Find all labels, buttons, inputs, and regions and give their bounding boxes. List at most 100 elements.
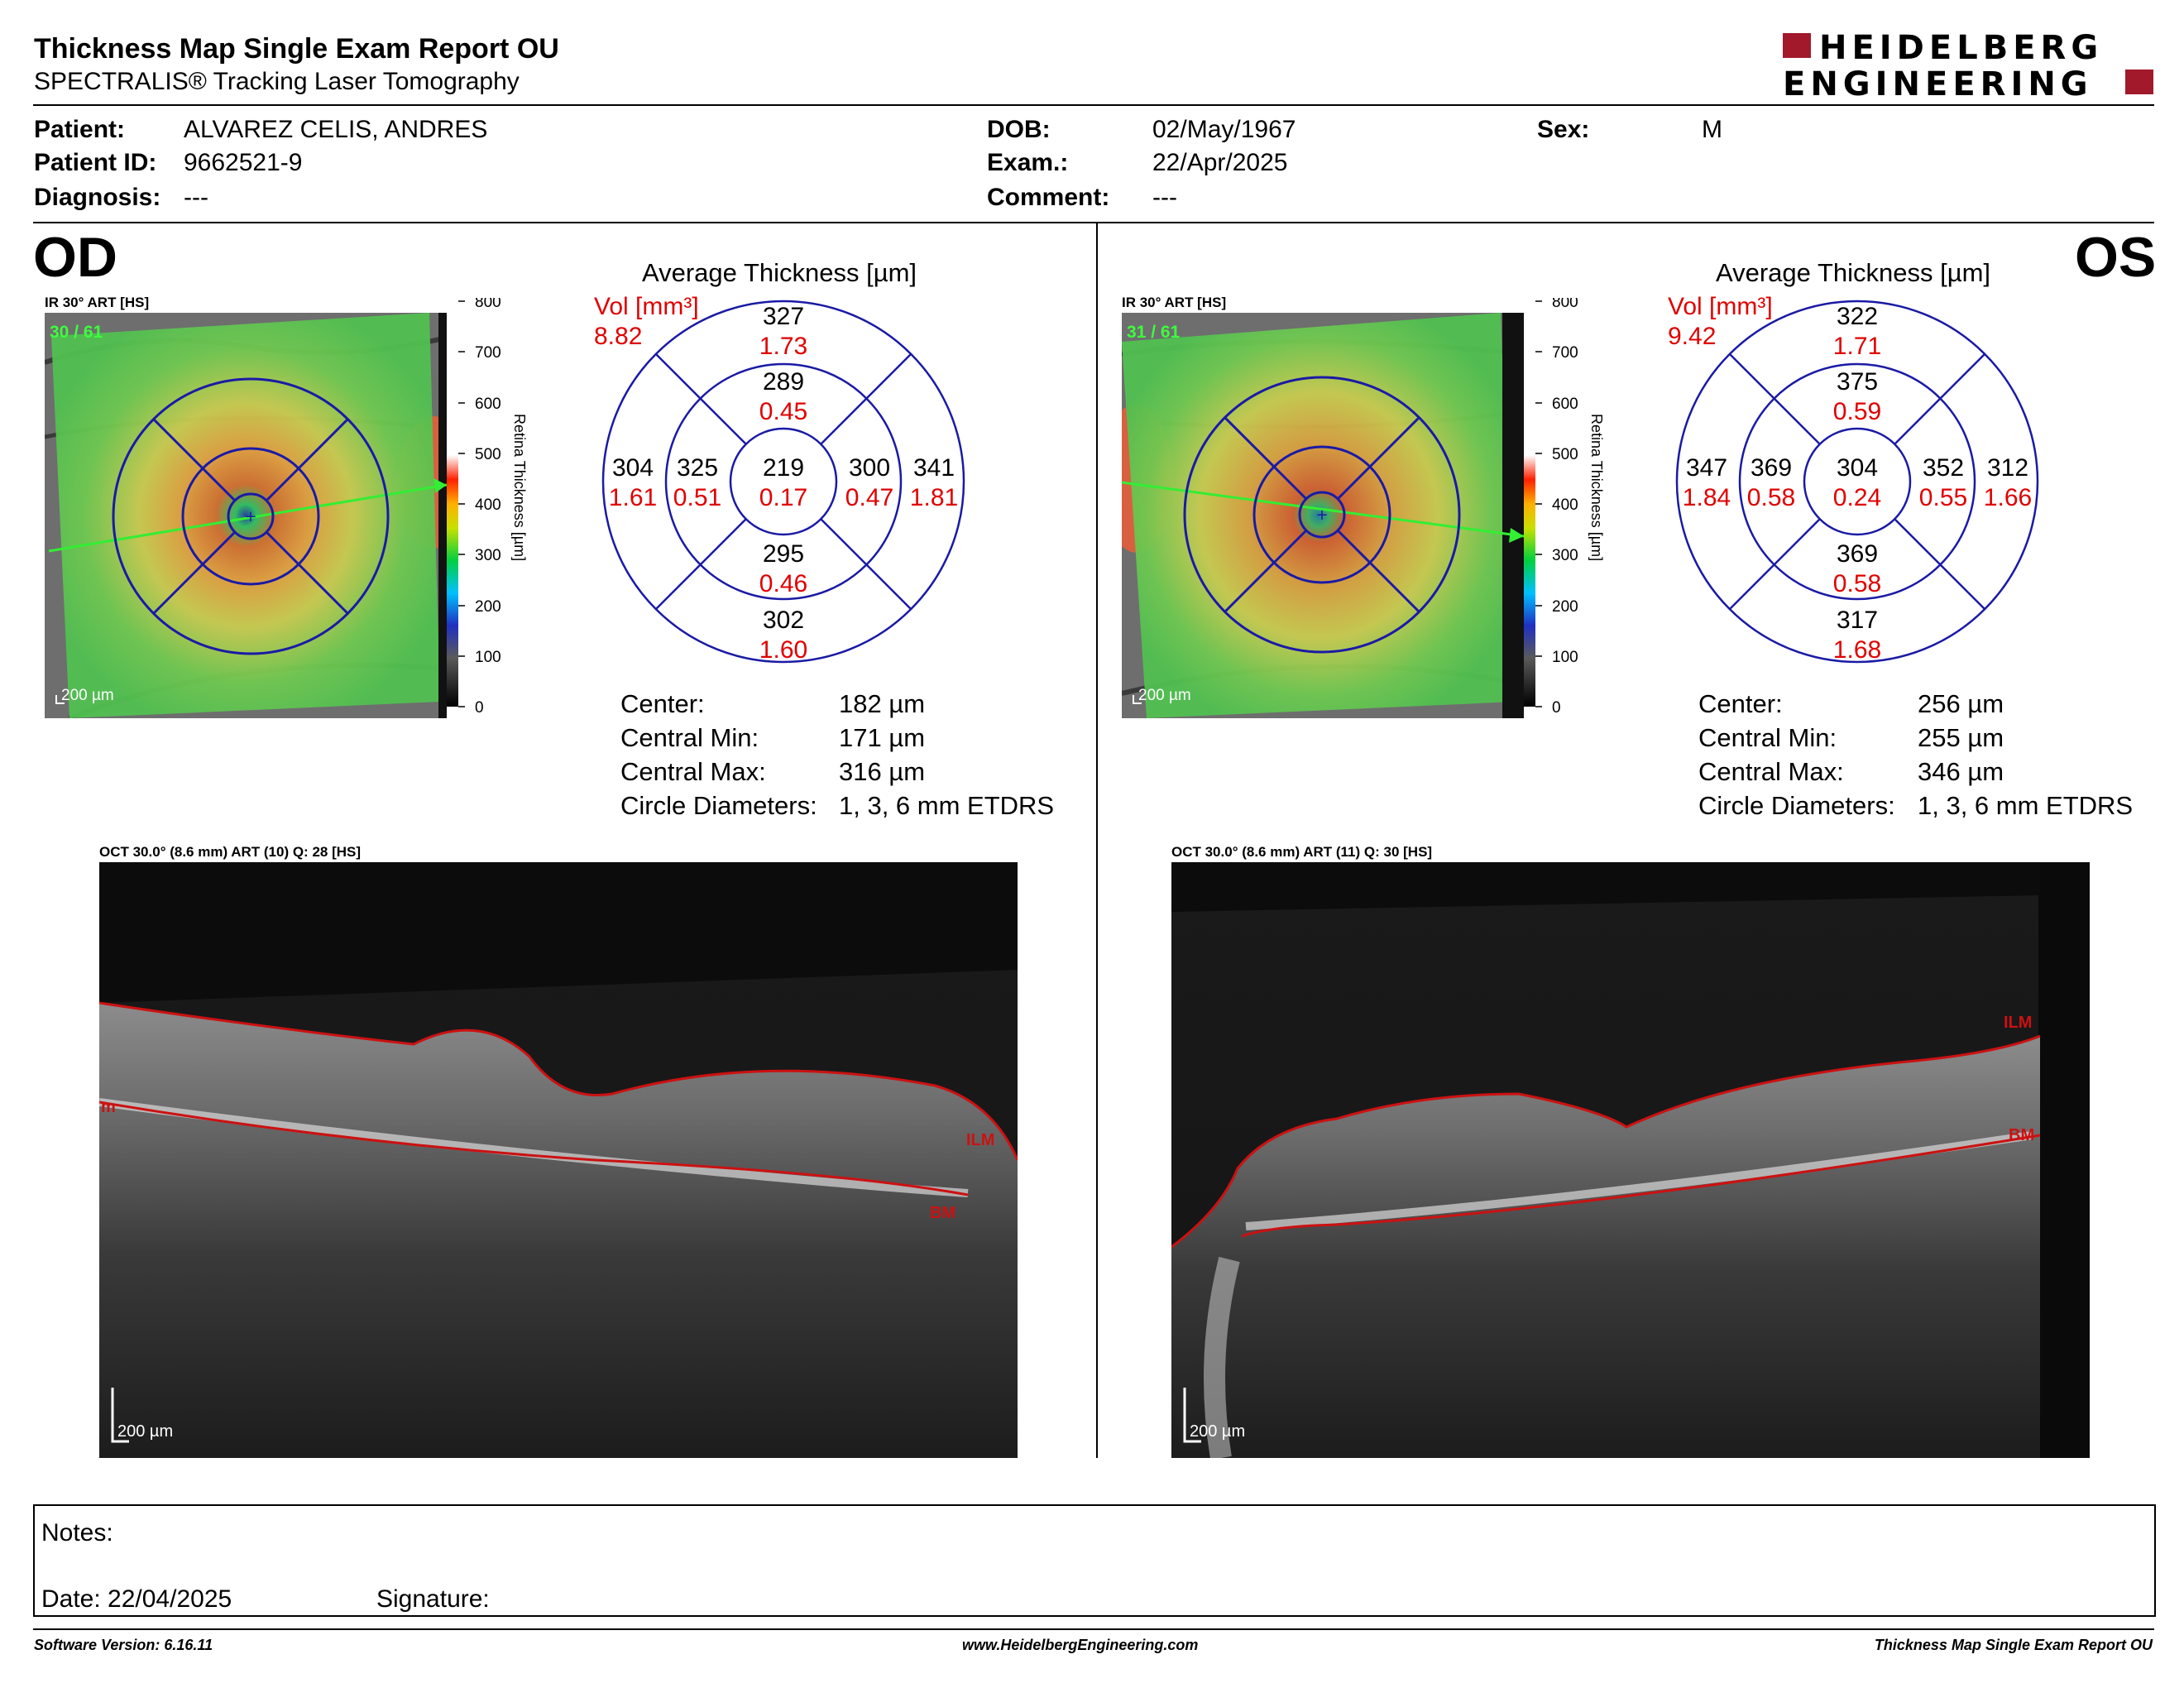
os-inner-inf-thickness: 369 (1837, 540, 1878, 568)
od-stat-value: 171 µm (839, 723, 926, 752)
os-inner-sup-thickness: 375 (1837, 368, 1878, 396)
os-ir-title: IR 30° ART [HS] (1122, 295, 1227, 310)
od-inner-inf-volume: 0.46 (759, 570, 807, 597)
od-stat-label: Central Min: (620, 723, 759, 752)
od-cbar-tick: 800 (475, 298, 501, 311)
os-stat-label: Center: (1698, 689, 1783, 718)
os-inner-left-thickness: 369 (1751, 454, 1792, 482)
od-outer-inf-thickness: 302 (763, 607, 804, 634)
os-inner-sup-volume: 0.59 (1833, 398, 1881, 425)
od-outer-left-thickness: 304 (612, 454, 654, 482)
od-oct-bm-label: BM (930, 1204, 956, 1222)
od-avg-title: Average Thickness [µm] (642, 258, 917, 287)
exam-value: 22/Apr/2025 (1152, 149, 1288, 176)
od-inner-left-thickness: 325 (677, 454, 718, 482)
svg-text:+: + (1315, 506, 1328, 524)
od-inner-inf-thickness: 295 (763, 540, 804, 568)
od-ir-count: 30 / 61 (50, 323, 103, 342)
report-title: Thickness Map Single Exam Report OU (34, 33, 559, 65)
os-outer-right-thickness: 312 (1987, 454, 2028, 482)
footer-software-version: Software Version: 6.16.11 (34, 1637, 213, 1653)
os-outer-left-thickness: 347 (1686, 454, 1727, 482)
patient-name: ALVAREZ CELIS, ANDRES (184, 116, 488, 143)
os-stat-label: Circle Diameters: (1698, 791, 1895, 820)
os-center-volume: 0.24 (1833, 484, 1881, 511)
notes-box[interactable]: Notes: Date: 22/04/2025 Signature: (33, 1504, 2156, 1617)
logo-line2: ENGINEERING (1783, 65, 2093, 103)
od-center-thickness: 219 (763, 454, 804, 482)
os-center-thickness: 304 (1837, 454, 1878, 482)
od-inner-left-volume: 0.51 (673, 484, 721, 511)
os-outer-inf-volume: 1.68 (1833, 636, 1881, 664)
comment-label: Comment: (987, 184, 1110, 211)
od-outer-sup-thickness: 327 (763, 303, 804, 330)
os-oct-ilm-label: ILM (2004, 1014, 2032, 1032)
os-outer-left-volume: 1.84 (1683, 484, 1731, 511)
os-cbar-tick: 100 (1552, 649, 1578, 666)
od-cbar-tick: 100 (475, 649, 501, 666)
od-outer-sup-volume: 1.73 (759, 333, 807, 360)
os-stat-value: 1, 3, 6 mm ETDRS (1918, 791, 2134, 820)
os-vol-label: Vol [mm³] (1668, 293, 1773, 320)
os-eye-label: OS (2075, 226, 2157, 289)
svg-text:+: + (244, 508, 256, 525)
logo-block-top (1783, 33, 1811, 58)
od-cbar-tick: 400 (475, 496, 501, 514)
od-scale-label: 200 µm (61, 687, 114, 704)
center-divider (1096, 223, 1098, 1458)
od-outer-left-volume: 1.61 (609, 484, 657, 511)
patient-label: Patient: (34, 116, 126, 143)
os-scale-label: 200 µm (1138, 687, 1191, 704)
od-oct-ilm-label: ILM (966, 1131, 994, 1149)
os-inner-right-thickness: 352 (1923, 454, 1964, 482)
patient-id: 9662521-9 (184, 149, 303, 176)
dob-label: DOB: (987, 116, 1051, 143)
os-cbar-tick: 500 (1552, 446, 1578, 463)
logo-line1: HEIDELBERG (1819, 29, 2104, 67)
od-cbar-tick: 0 (475, 699, 484, 717)
os-ir-count: 31 / 61 (1127, 323, 1181, 342)
os-cbar-tick: 800 (1552, 298, 1578, 311)
od-oct-scale: 200 µm (117, 1422, 173, 1441)
od-vol-value: 8.82 (594, 323, 643, 350)
os-outer-inf-thickness: 317 (1837, 607, 1878, 634)
os-outer-sup-volume: 1.71 (1833, 333, 1881, 360)
sex-value: M (1702, 116, 1722, 143)
od-oct-left-label: m (101, 1098, 116, 1116)
od-stat-label: Center: (620, 689, 705, 718)
os-cbar-tick: 400 (1552, 496, 1578, 514)
os-oct-scale: 200 µm (1190, 1422, 1245, 1441)
os-cbar-tick: 200 (1552, 598, 1578, 616)
od-inner-right-volume: 0.47 (845, 484, 893, 511)
report-subtitle: SPECTRALIS® Tracking Laser Tomography (34, 68, 520, 95)
od-oct-bscan: m ILM BM 200 µm (99, 862, 1018, 1458)
patient-id-label: Patient ID: (34, 149, 157, 176)
footer-divider (33, 1628, 2154, 1630)
os-stat-value: 256 µm (1918, 689, 2004, 718)
os-stat-value: 346 µm (1918, 757, 2004, 786)
os-cbar-tick: 300 (1552, 547, 1578, 564)
os-vol-value: 9.42 (1668, 323, 1717, 350)
diagnosis-value: --- (184, 184, 208, 211)
footer-website-link[interactable]: www.HeidelbergEngineering.com (962, 1637, 1199, 1653)
os-etdrs-grid: 304 0.24 375 0.59 369 0.58 369 0.58 352 … (1675, 300, 2039, 664)
od-eye-label: OD (33, 226, 117, 289)
os-cbar-tick: 0 (1552, 699, 1561, 717)
od-outer-inf-volume: 1.60 (759, 636, 807, 664)
od-ir-title: IR 30° ART [HS] (45, 295, 150, 310)
exam-label: Exam.: (987, 149, 1069, 176)
notes-label: Notes: (41, 1519, 113, 1547)
os-inner-right-volume: 0.55 (1919, 484, 1967, 511)
od-thickness-map: 30 / 61 200 µm + (45, 313, 447, 718)
os-oct-title: OCT 30.0° (8.6 mm) ART (11) Q: 30 [HS] (1171, 844, 1433, 860)
od-cbar-tick: 700 (475, 344, 501, 362)
od-cbar-tick: 500 (475, 446, 501, 463)
od-inner-sup-thickness: 289 (763, 368, 804, 396)
os-inner-left-volume: 0.58 (1747, 484, 1795, 511)
diagnosis-label: Diagnosis: (34, 184, 161, 211)
od-cbar-tick: 200 (475, 598, 501, 616)
os-cbar-tick: 600 (1552, 396, 1578, 413)
signature-label: Signature: (376, 1585, 490, 1613)
od-outer-right-thickness: 341 (913, 454, 955, 482)
logo-block-bottom (2125, 70, 2153, 94)
